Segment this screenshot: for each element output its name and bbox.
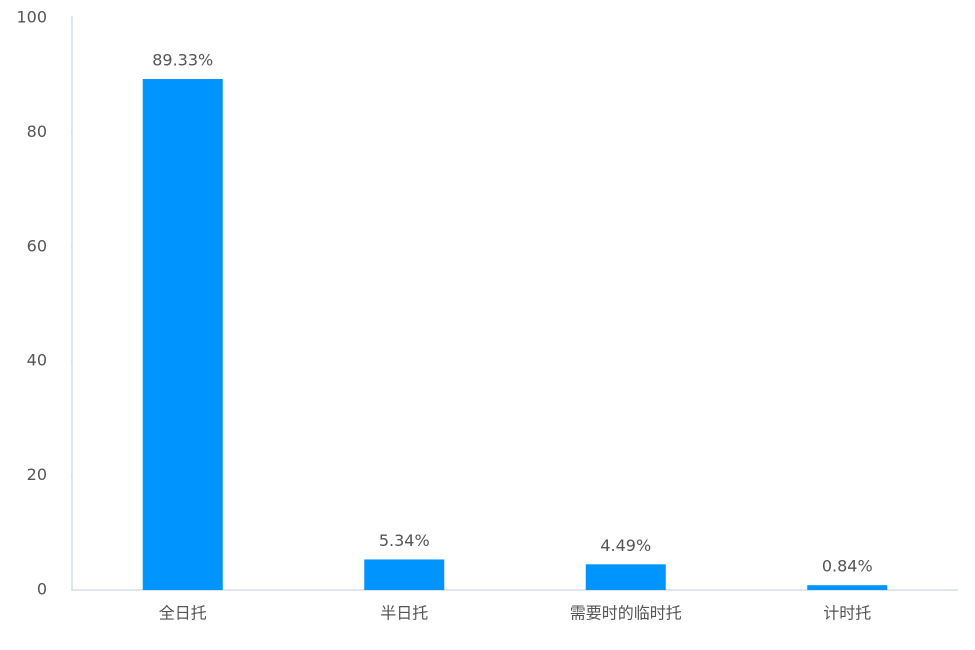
bar: [585, 564, 666, 590]
y-tick-label: 60: [27, 236, 47, 255]
value-label: 4.49%: [600, 536, 651, 555]
bar: [364, 559, 445, 590]
y-tick-label: 40: [27, 351, 47, 370]
x-tick-label: 半日托: [380, 604, 428, 623]
y-tick-label: 20: [27, 465, 47, 484]
value-label: 0.84%: [822, 557, 873, 576]
y-tick-label: 0: [37, 580, 47, 599]
y-tick-label: 100: [16, 8, 47, 27]
bar: [807, 585, 888, 590]
x-tick-label: 计时托: [823, 604, 871, 623]
value-label: 89.33%: [152, 51, 213, 70]
value-label: 5.34%: [379, 531, 430, 550]
x-tick-label: 需要时的临时托: [570, 604, 682, 623]
x-tick-label: 全日托: [159, 604, 207, 623]
y-tick-label: 80: [27, 122, 47, 141]
bar: [142, 79, 223, 590]
